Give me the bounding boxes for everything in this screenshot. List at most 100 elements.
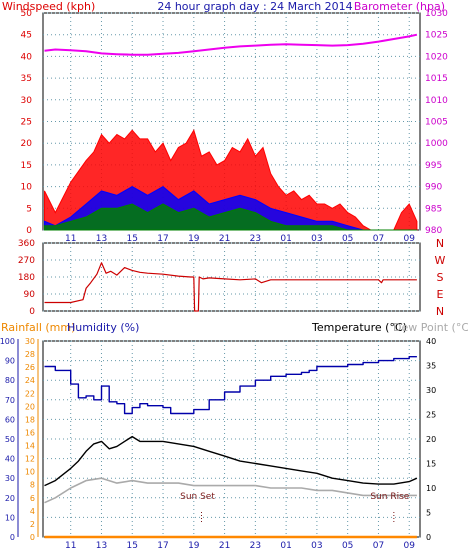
baro-y-tick-label: 980 — [425, 226, 442, 236]
wind-y-tick-label: 45 — [21, 31, 32, 41]
direction-y-tick-label: 270 — [18, 256, 35, 266]
compass-label: E — [437, 288, 444, 301]
x-tick-label: 11 — [65, 541, 76, 551]
x-tick-label: 15 — [127, 234, 138, 244]
x-tick-label: 05 — [342, 234, 353, 244]
dewpoint-axis-title: Dew Point (°C) — [393, 321, 468, 334]
rainfall-y-tick-label: 28 — [25, 350, 35, 359]
humidity-y-tick-label: 60 — [5, 415, 15, 424]
direction-y-tick-label: 360 — [18, 239, 35, 249]
rainfall-y-tick-label: 10 — [25, 468, 35, 477]
x-tick-label: 21 — [219, 541, 230, 551]
baro-y-tick-label: 990 — [425, 183, 442, 193]
humidity-y-tick-label: 10 — [5, 513, 15, 522]
rainfall-y-tick-label: 18 — [25, 415, 35, 424]
rainfall-axis-title: Rainfall (mm) — [1, 321, 75, 334]
barometer-axis-title: Barometer (hpa) — [354, 0, 445, 13]
temperature-y-tick-label: 30 — [426, 386, 436, 395]
direction-y-tick-label: 90 — [24, 290, 36, 300]
rainfall-y-tick-label: 24 — [25, 376, 35, 385]
x-tick-label: 09 — [404, 541, 416, 551]
temperature-y-tick-label: 20 — [426, 435, 436, 444]
humidity-y-tick-label: 100 — [0, 337, 15, 346]
marks-layer — [44, 33, 418, 539]
wind-average-series — [44, 203, 417, 231]
direction-y-tick-label: 180 — [18, 273, 35, 283]
wind-y-tick-label: 40 — [21, 52, 33, 62]
baro-y-tick-label: 995 — [425, 161, 442, 171]
dewpoint-series — [44, 477, 417, 504]
baro-y-tick-label: 1025 — [425, 31, 448, 41]
wind-y-tick-label: 15 — [21, 161, 32, 171]
x-tick-label: 03 — [311, 541, 322, 551]
baro-y-tick-label: 1005 — [425, 118, 448, 128]
humidity-y-tick-label: 40 — [5, 455, 15, 464]
humidity-y-tick-label: 30 — [5, 474, 15, 483]
baro-y-tick-label: 1000 — [425, 139, 448, 149]
temperature-y-tick-label: 10 — [426, 484, 436, 493]
temperature-y-tick-label: 15 — [426, 460, 436, 469]
x-tick-label: 19 — [188, 234, 200, 244]
x-tick-label: 07 — [373, 234, 384, 244]
rainfall-y-tick-label: 12 — [25, 455, 35, 464]
rainfall-y-tick-label: 30 — [25, 337, 35, 346]
baro-y-tick-label: 1020 — [425, 52, 448, 62]
humidity-axis-title: Humidity (%) — [67, 321, 139, 334]
wind-y-tick-label: 30 — [21, 96, 33, 106]
temperature-axis-title: Temperature (°C) — [311, 321, 407, 334]
windspeed-axis-title: Windspeed (kph) — [2, 0, 95, 13]
baro-y-tick-label: 1010 — [425, 96, 448, 106]
rainfall-y-tick-label: 8 — [30, 481, 35, 490]
rainfall-y-tick-label: 2 — [30, 520, 35, 529]
rainfall-y-tick-label: 20 — [25, 402, 35, 411]
wind-y-tick-label: 35 — [21, 74, 32, 84]
temperature-y-tick-label: 0 — [426, 533, 431, 542]
humidity-series — [44, 356, 417, 415]
humidity-y-tick-label: 90 — [5, 357, 15, 366]
x-tick-label: 05 — [342, 541, 353, 551]
baro-y-tick-label: 985 — [425, 204, 442, 214]
x-tick-label: 01 — [280, 234, 291, 244]
humidity-y-tick-label: 20 — [5, 494, 15, 503]
temperature-y-tick-label: 40 — [426, 337, 436, 346]
compass-label: S — [437, 271, 444, 284]
rainfall-y-tick-label: 16 — [25, 428, 35, 437]
wind-y-tick-label: 0 — [26, 226, 32, 236]
x-tick-label: 01 — [280, 541, 291, 551]
direction-y-tick-label: 0 — [29, 307, 35, 317]
wind-y-tick-label: 50 — [21, 9, 33, 19]
compass-label: N — [436, 237, 444, 250]
x-tick-label: 17 — [157, 541, 168, 551]
baro-y-tick-label: 1030 — [425, 9, 448, 19]
humidity-y-tick-label: 70 — [5, 396, 15, 405]
barometer-series — [44, 33, 418, 56]
humidity-y-tick-label: 80 — [5, 376, 15, 385]
x-tick-label: 03 — [311, 234, 322, 244]
x-tick-label: 13 — [96, 234, 107, 244]
rainfall-y-tick-label: 6 — [30, 494, 35, 503]
rainfall-y-tick-label: 26 — [25, 363, 35, 372]
x-tick-label: 23 — [250, 234, 261, 244]
wind-y-tick-label: 20 — [21, 139, 33, 149]
rainfall-y-tick-label: 14 — [25, 442, 35, 451]
compass-label: N — [436, 305, 444, 318]
wind-y-tick-label: 10 — [21, 183, 33, 193]
rainfall-y-tick-label: 22 — [25, 389, 35, 398]
wind-y-tick-label: 5 — [26, 204, 32, 214]
temperature-y-tick-label: 5 — [426, 509, 431, 518]
sun-annotation: Sun Set — [180, 492, 215, 502]
x-tick-label: 07 — [373, 541, 384, 551]
humidity-y-tick-label: 0 — [10, 533, 15, 542]
rainfall-y-tick-label: 4 — [30, 507, 35, 516]
x-tick-label: 21 — [219, 234, 230, 244]
graph-title: 24 hour graph day : 24 March 2014 — [157, 0, 352, 13]
sun-annotation: Sun Rise — [370, 492, 409, 502]
humidity-y-tick-label: 50 — [5, 435, 15, 444]
temperature-y-tick-label: 25 — [426, 411, 436, 420]
x-tick-label: 17 — [157, 234, 168, 244]
x-tick-label: 15 — [127, 541, 138, 551]
x-tick-label: 23 — [250, 541, 261, 551]
compass-label: W — [435, 254, 446, 267]
